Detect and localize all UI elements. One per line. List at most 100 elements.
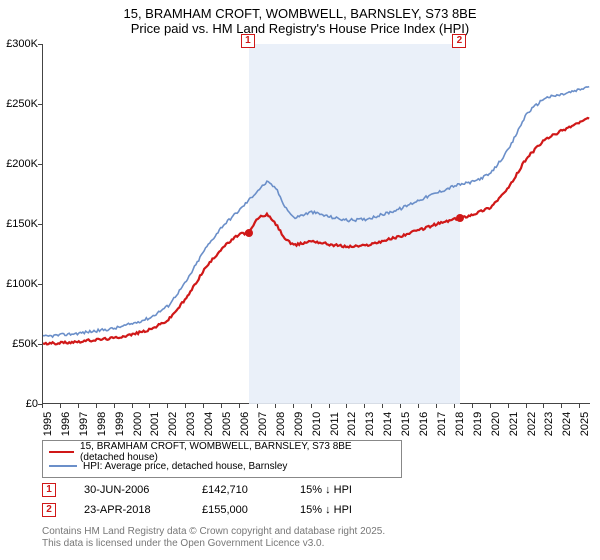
legend-label-hpi: HPI: Average price, detached house, Barn… [83,461,287,472]
marker-box-2: 2 [452,34,466,48]
y-tick-mark [38,224,42,225]
x-tick-mark [275,404,276,408]
footer-line-1: Contains HM Land Registry data © Crown c… [42,526,385,538]
transaction-table: 1 30-JUN-2006 £142,710 15% ↓ HPI 2 23-APR-201… [42,480,562,520]
x-tick-label: 2019 [472,412,484,436]
x-tick-mark [42,404,43,408]
y-tick-label: £300K [6,38,38,50]
y-tick-label: £200K [6,158,38,170]
x-tick-mark [203,404,204,408]
legend-swatch-hpi [49,465,77,467]
x-tick-mark [490,404,491,408]
x-tick-label: 2018 [454,412,466,436]
line-plot-svg [43,44,591,404]
x-tick-label: 2006 [239,412,251,436]
y-tick-mark [38,164,42,165]
x-tick-label: 1998 [96,412,108,436]
x-tick-label: 2020 [490,412,502,436]
y-tick-label: £100K [6,278,38,290]
x-tick-label: 1995 [42,412,54,436]
x-tick-label: 1996 [60,412,72,436]
x-tick-mark [346,404,347,408]
x-tick-mark [311,404,312,408]
x-tick-label: 2004 [203,412,215,436]
x-tick-mark [543,404,544,408]
x-tick-label: 2009 [293,412,305,436]
series-line-property [43,118,589,344]
x-tick-mark [132,404,133,408]
title-line-2: Price paid vs. HM Land Registry's House … [0,21,600,36]
transaction-date: 30-JUN-2006 [84,484,174,496]
x-tick-mark [96,404,97,408]
x-tick-mark [561,404,562,408]
x-tick-label: 2001 [149,412,161,436]
transaction-row-2: 2 23-APR-2018 £155,000 15% ↓ HPI [42,500,562,520]
y-tick-label: £250K [6,98,38,110]
footer-note: Contains HM Land Registry data © Crown c… [42,526,385,550]
x-tick-label: 2002 [167,412,179,436]
x-tick-mark [454,404,455,408]
marker-dot-2 [456,214,464,222]
x-tick-label: 2015 [400,412,412,436]
transaction-marker-1: 1 [42,483,56,497]
x-tick-mark [221,404,222,408]
transaction-vs-hpi: 15% ↓ HPI [300,504,410,516]
x-tick-label: 2021 [508,412,520,436]
x-tick-label: 1997 [78,412,90,436]
x-tick-mark [167,404,168,408]
x-tick-label: 2023 [543,412,555,436]
x-tick-label: 2017 [436,412,448,436]
y-tick-mark [38,284,42,285]
x-tick-label: 2016 [418,412,430,436]
footer-line-2: This data is licensed under the Open Gov… [42,538,385,550]
transaction-marker-2: 2 [42,503,56,517]
x-tick-label: 2014 [382,412,394,436]
x-tick-mark [364,404,365,408]
legend-swatch-property [49,451,74,453]
x-tick-label: 2025 [579,412,591,436]
plot-area [42,44,590,404]
x-tick-mark [579,404,580,408]
transaction-price: £155,000 [202,504,272,516]
y-tick-label: £50K [12,338,38,350]
y-tick-mark [38,44,42,45]
x-tick-mark [149,404,150,408]
x-tick-label: 2022 [526,412,538,436]
x-tick-label: 2007 [257,412,269,436]
y-tick-label: £150K [6,218,38,230]
x-tick-mark [239,404,240,408]
y-tick-mark [38,104,42,105]
x-tick-label: 2003 [185,412,197,436]
transaction-row-1: 1 30-JUN-2006 £142,710 15% ↓ HPI [42,480,562,500]
transaction-price: £142,710 [202,484,272,496]
x-tick-label: 2011 [329,412,341,436]
x-tick-label: 1999 [114,412,126,436]
x-tick-label: 2013 [364,412,376,436]
legend: 15, BRAMHAM CROFT, WOMBWELL, BARNSLEY, S… [42,440,402,478]
chart-area: 12 £0£50K£100K£150K£200K£250K£300K 19951… [42,44,590,404]
x-tick-mark [418,404,419,408]
x-tick-mark [382,404,383,408]
series-line-hpi [43,87,589,338]
legend-row-property: 15, BRAMHAM CROFT, WOMBWELL, BARNSLEY, S… [49,445,395,459]
transaction-vs-hpi: 15% ↓ HPI [300,484,410,496]
transaction-date: 23-APR-2018 [84,504,174,516]
x-tick-mark [329,404,330,408]
title-line-1: 15, BRAMHAM CROFT, WOMBWELL, BARNSLEY, S… [0,6,600,21]
x-tick-label: 2000 [132,412,144,436]
marker-box-1: 1 [241,34,255,48]
y-tick-label: £0 [26,398,38,410]
x-tick-label: 2024 [561,412,573,436]
x-tick-mark [472,404,473,408]
x-tick-label: 2008 [275,412,287,436]
chart-container: 15, BRAMHAM CROFT, WOMBWELL, BARNSLEY, S… [0,0,600,560]
x-tick-mark [257,404,258,408]
x-tick-label: 2005 [221,412,233,436]
x-tick-mark [508,404,509,408]
x-tick-mark [526,404,527,408]
x-tick-mark [114,404,115,408]
x-tick-label: 2012 [346,412,358,436]
x-tick-mark [436,404,437,408]
x-tick-label: 2010 [311,412,323,436]
y-tick-mark [38,344,42,345]
